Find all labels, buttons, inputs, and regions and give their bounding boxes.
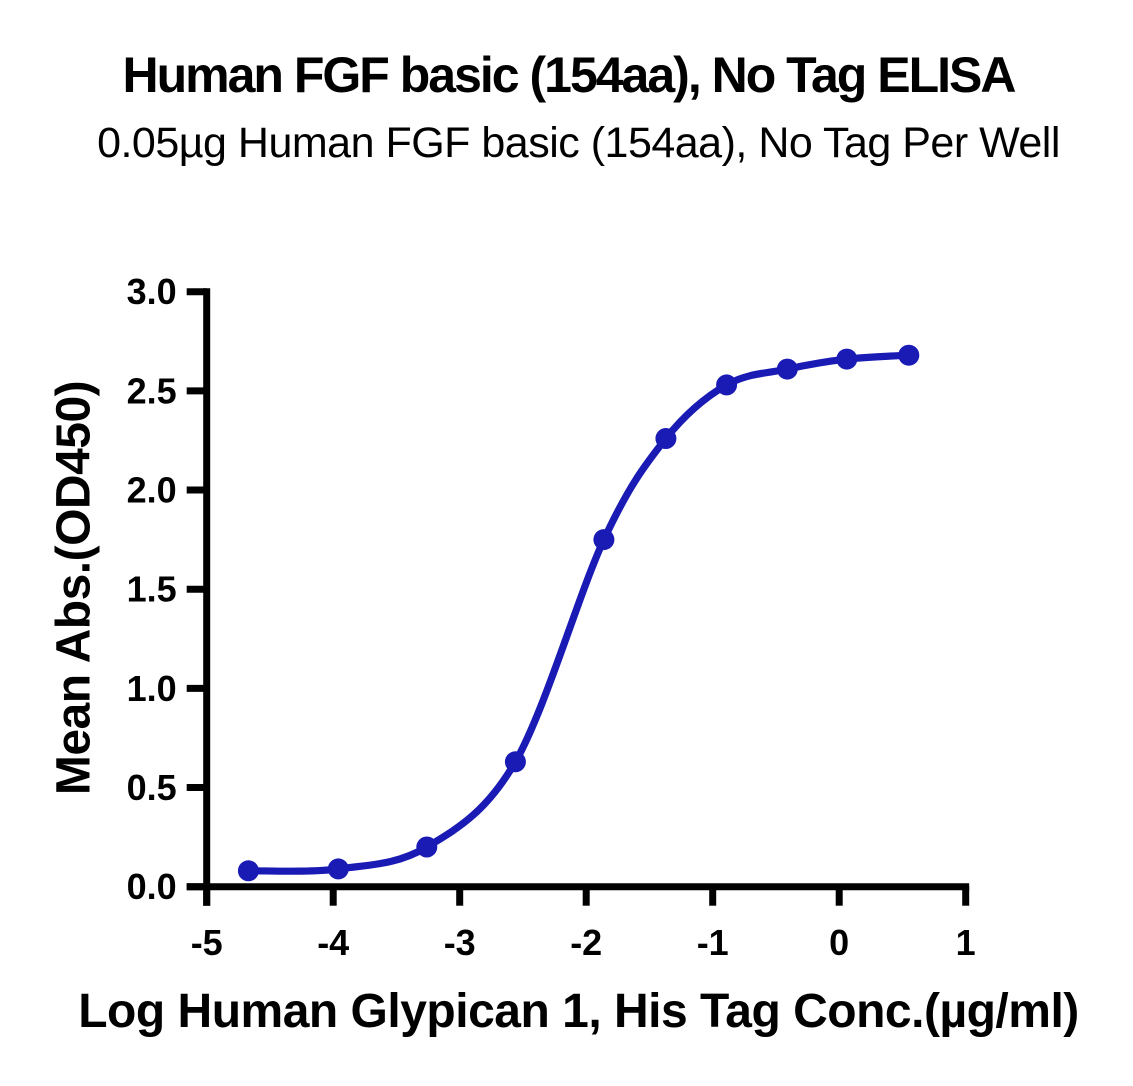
- y-tick-label: 1.0: [127, 668, 177, 709]
- x-tick-label: 1: [956, 922, 976, 963]
- chart-subtitle: 0.05µg Human FGF basic (154aa), No Tag P…: [97, 119, 1060, 167]
- data-point-marker: [327, 858, 349, 880]
- y-tick-label: 2.5: [127, 370, 177, 411]
- chart-title: Human FGF basic (154aa), No Tag ELISA: [122, 47, 1017, 103]
- x-tick-label: -5: [191, 922, 223, 963]
- data-point-marker: [237, 860, 259, 882]
- data-point-marker: [416, 836, 438, 858]
- x-tick-label: 0: [829, 922, 849, 963]
- x-axis-label: Log Human Glypican 1, His Tag Conc.(µg/m…: [78, 985, 1079, 1038]
- data-point-marker: [593, 529, 615, 551]
- y-tick-label: 1.5: [127, 569, 177, 610]
- x-tick-label: -4: [317, 922, 349, 963]
- data-point-marker: [776, 358, 798, 380]
- data-point-marker: [655, 428, 677, 449]
- data-point-marker: [898, 344, 920, 366]
- data-point-marker: [504, 751, 526, 773]
- x-tick-label: -2: [570, 922, 602, 963]
- y-tick-label: 0.0: [127, 866, 177, 907]
- y-tick-label: 0.5: [127, 767, 177, 808]
- x-tick-label: -3: [444, 922, 476, 963]
- y-tick-label: 2.0: [127, 470, 177, 511]
- y-tick-label: 3.0: [127, 271, 177, 312]
- data-point-marker: [836, 348, 858, 370]
- x-tick-label: -1: [697, 922, 729, 963]
- data-point-marker: [716, 374, 738, 396]
- dose-response-curve: [244, 351, 913, 875]
